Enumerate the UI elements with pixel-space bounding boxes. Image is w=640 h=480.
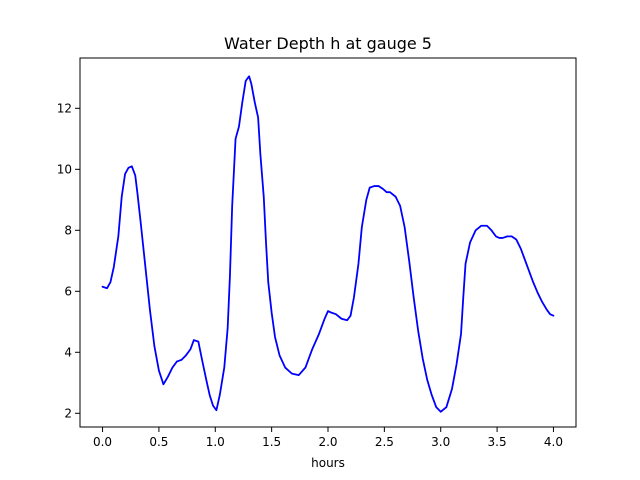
series-line-0 [101,75,555,413]
x-tick-label: 3.0 [431,435,450,449]
x-tick-label: 0.5 [149,435,168,449]
y-axis: 2 4 6 8 10 12 [57,101,80,420]
x-axis: 0.0 0.5 1.0 1.5 2.0 2.5 3.0 3.5 4.0 [93,427,563,449]
plot-series [101,75,555,413]
y-tick-label: 8 [64,223,72,237]
x-tick-label: 4.0 [544,435,563,449]
y-tick-label: 2 [64,406,72,420]
x-tick-label: 1.5 [262,435,281,449]
x-tick-label: 0.0 [93,435,112,449]
x-tick-label: 2.0 [318,435,337,449]
y-tick-label: 12 [57,101,72,115]
y-tick-label: 4 [64,345,72,359]
x-tick-label: 2.5 [375,435,394,449]
x-tick-label: 3.5 [488,435,507,449]
x-tick-label: 1.0 [206,435,225,449]
plot-frame [79,57,577,428]
chart-title: Water Depth h at gauge 5 [224,34,432,53]
x-axis-label: hours [311,456,345,470]
y-tick-label: 6 [64,284,72,298]
y-tick-label: 10 [57,162,72,176]
